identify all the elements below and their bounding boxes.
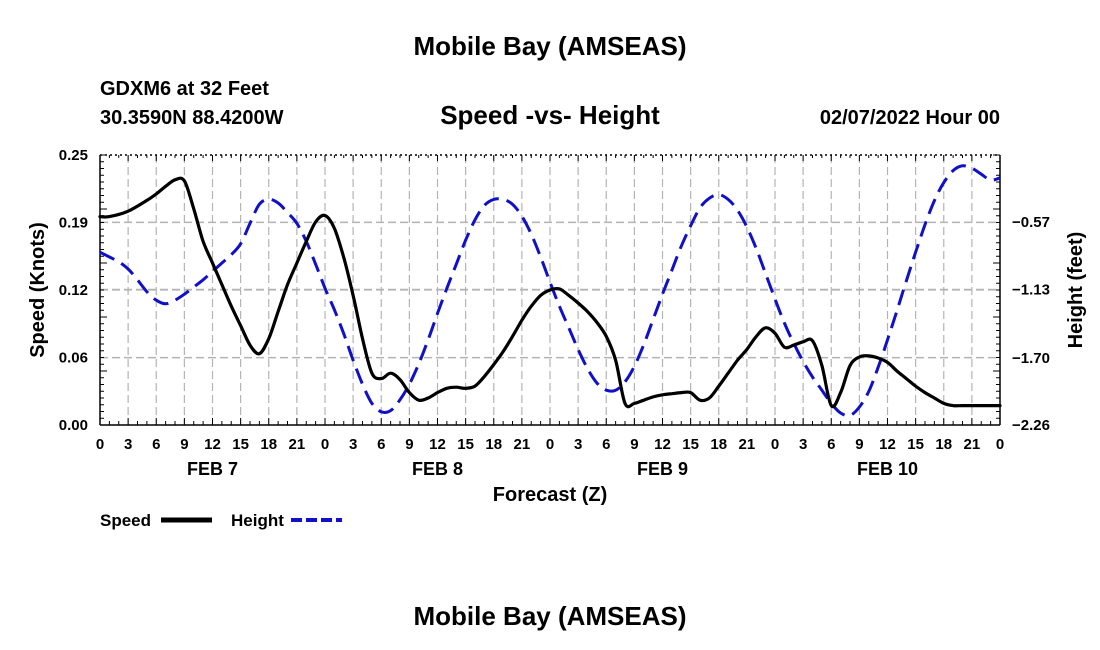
y2-tick-label: −0.57 [1012, 214, 1050, 231]
x-tick-label: 9 [630, 436, 638, 453]
x-tick-label: 12 [204, 436, 221, 453]
x-axis-label: Forecast (Z) [493, 484, 607, 506]
x-tick-label: 9 [180, 436, 188, 453]
y-tick-label: 0.19 [59, 215, 88, 232]
x-tick-label: 18 [485, 436, 502, 453]
forecast-date-label: 02/07/2022 Hour 00 [820, 107, 1000, 129]
chart-main-title: Mobile Bay (AMSEAS) [413, 31, 686, 61]
x-tick-label: 15 [907, 436, 924, 453]
x-tick-label: 6 [377, 436, 385, 453]
x-tick-label: 12 [879, 436, 896, 453]
x-tick-label: 9 [855, 436, 863, 453]
x-tick-label: 15 [457, 436, 474, 453]
y-tick-label: 0.12 [59, 282, 88, 299]
x-tick-label: 0 [771, 436, 779, 453]
x-tick-label: 21 [514, 436, 531, 453]
day-label: FEB 8 [412, 459, 463, 479]
x-tick-label: 6 [602, 436, 610, 453]
x-tick-label: 6 [827, 436, 835, 453]
x-tick-label: 15 [682, 436, 699, 453]
x-tick-label: 18 [935, 436, 952, 453]
y2-tick-label: −2.26 [1012, 417, 1050, 434]
chart-legend: Speed Height [100, 511, 342, 530]
x-tick-label: 0 [321, 436, 329, 453]
speed-series-line [98, 176, 1002, 409]
y2-axis-label: Height (feet) [1065, 232, 1087, 349]
y2-tick-label: −1.13 [1012, 281, 1050, 298]
y-axis-label: Speed (Knots) [27, 222, 49, 358]
y-tick-label: 0.06 [59, 350, 88, 367]
x-tick-label: 18 [260, 436, 277, 453]
y-tick-label: 0.25 [59, 147, 88, 164]
day-label: FEB 9 [637, 459, 688, 479]
plot-axes [99, 154, 1001, 426]
x-tick-label: 9 [405, 436, 413, 453]
coordinates-label: 30.3590N 88.4200W [100, 107, 284, 129]
x-tick-label: 3 [124, 436, 132, 453]
chart-subtitle: Speed -vs- Height [440, 100, 660, 130]
x-tick-label: 3 [799, 436, 807, 453]
day-label: FEB 10 [857, 459, 918, 479]
x-tick-label: 3 [349, 436, 357, 453]
station-label: GDXM6 at 32 Feet [100, 78, 269, 100]
x-tick-label: 0 [96, 436, 104, 453]
x-tick-label: 0 [996, 436, 1004, 453]
legend-speed-label: Speed [100, 511, 151, 530]
x-tick-label: 21 [289, 436, 306, 453]
x-tick-label: 6 [152, 436, 160, 453]
y-tick-label: 0.00 [59, 417, 88, 434]
x-tick-label: 18 [710, 436, 727, 453]
x-tick-label: 21 [739, 436, 756, 453]
x-tick-label: 0 [546, 436, 554, 453]
tick-labels: 0 3 6 9 12 15 18 21 0 3 6 9 12 15 18 21 0 3 6 9 12 15 18 21 0 3 6 9… [59, 147, 1050, 479]
x-tick-label: 3 [574, 436, 582, 453]
height-series-line [99, 164, 1001, 418]
y2-tick-label: −1.70 [1012, 350, 1050, 367]
data-series [98, 164, 1002, 418]
x-tick-label: 12 [654, 436, 671, 453]
x-tick-label: 15 [232, 436, 249, 453]
legend-height-label: Height [231, 511, 284, 530]
footer-title: Mobile Bay (AMSEAS) [413, 601, 686, 631]
x-tick-label: 12 [429, 436, 446, 453]
day-label: FEB 7 [187, 459, 238, 479]
x-tick-label: 21 [964, 436, 981, 453]
